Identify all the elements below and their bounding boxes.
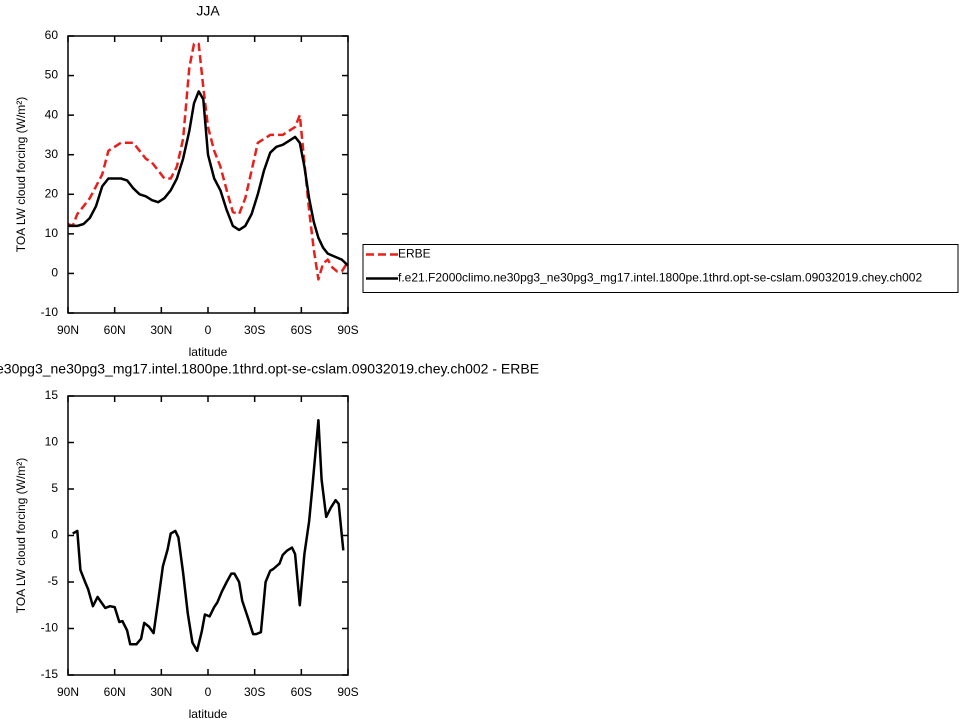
y-tick-label: 10	[45, 435, 59, 449]
panel: f.e21.F2000climo.ne30pg3_ne30pg3_mg17.in…	[0, 361, 539, 721]
legend-label: ERBE	[398, 247, 431, 261]
y-axis-label: TOA LW cloud forcing (W/m²)	[14, 458, 28, 614]
y-tick-label: -15	[41, 667, 59, 681]
legend-frame	[362, 244, 959, 293]
plot-frame	[67, 35, 349, 314]
y-tick-label: -10	[41, 621, 59, 635]
x-tick-label: 30S	[244, 685, 265, 699]
y-tick-label: 40	[45, 107, 59, 121]
x-tick-label: 60N	[104, 323, 126, 337]
legend-label: f.e21.F2000climo.ne30pg3_ne30pg3_mg17.in…	[398, 271, 922, 285]
y-tick-label: 0	[51, 528, 58, 542]
x-tick-label: 90S	[337, 323, 358, 337]
panel: JJA latitude TOA LW cloud forcing (W/m²) -1…	[14, 3, 959, 359]
y-tick-label: 10	[45, 226, 59, 240]
data-line	[72, 418, 345, 653]
x-tick-label: 90N	[57, 323, 79, 337]
y-tick-label: 15	[45, 388, 59, 402]
x-axis-label: latitude	[189, 707, 228, 721]
x-tick-label: 0	[205, 685, 212, 699]
plot-frame	[67, 395, 349, 676]
y-tick-label: -10	[41, 305, 59, 319]
x-tick-label: 30N	[150, 685, 172, 699]
x-tick-label: 30N	[150, 323, 172, 337]
x-tick-label: 60S	[291, 323, 312, 337]
data-line	[68, 90, 349, 267]
legend: ERBE f.e21.F2000climo.ne30pg3_ne30pg3_mg1…	[362, 244, 959, 293]
x-tick-label: 90N	[57, 685, 79, 699]
data-line	[67, 42, 350, 281]
x-tick-label: 60S	[291, 685, 312, 699]
y-tick-label: 30	[45, 147, 59, 161]
x-axis-label: latitude	[189, 345, 228, 359]
y-tick-label: 20	[45, 186, 59, 200]
x-tick-label: 0	[205, 323, 212, 337]
y-tick-label: 60	[45, 28, 59, 42]
y-tick-label: -5	[47, 574, 58, 588]
y-axis-label: TOA LW cloud forcing (W/m²)	[14, 97, 28, 253]
x-tick-label: 90S	[337, 685, 358, 699]
x-tick-label: 30S	[244, 323, 265, 337]
y-tick-label: 0	[51, 266, 58, 280]
chart-title: JJA	[196, 3, 220, 19]
y-tick-label: 50	[45, 68, 59, 82]
x-tick-label: 60N	[104, 685, 126, 699]
chart-title: f.e21.F2000climo.ne30pg3_ne30pg3_mg17.in…	[0, 361, 539, 377]
y-tick-label: 5	[51, 481, 58, 495]
